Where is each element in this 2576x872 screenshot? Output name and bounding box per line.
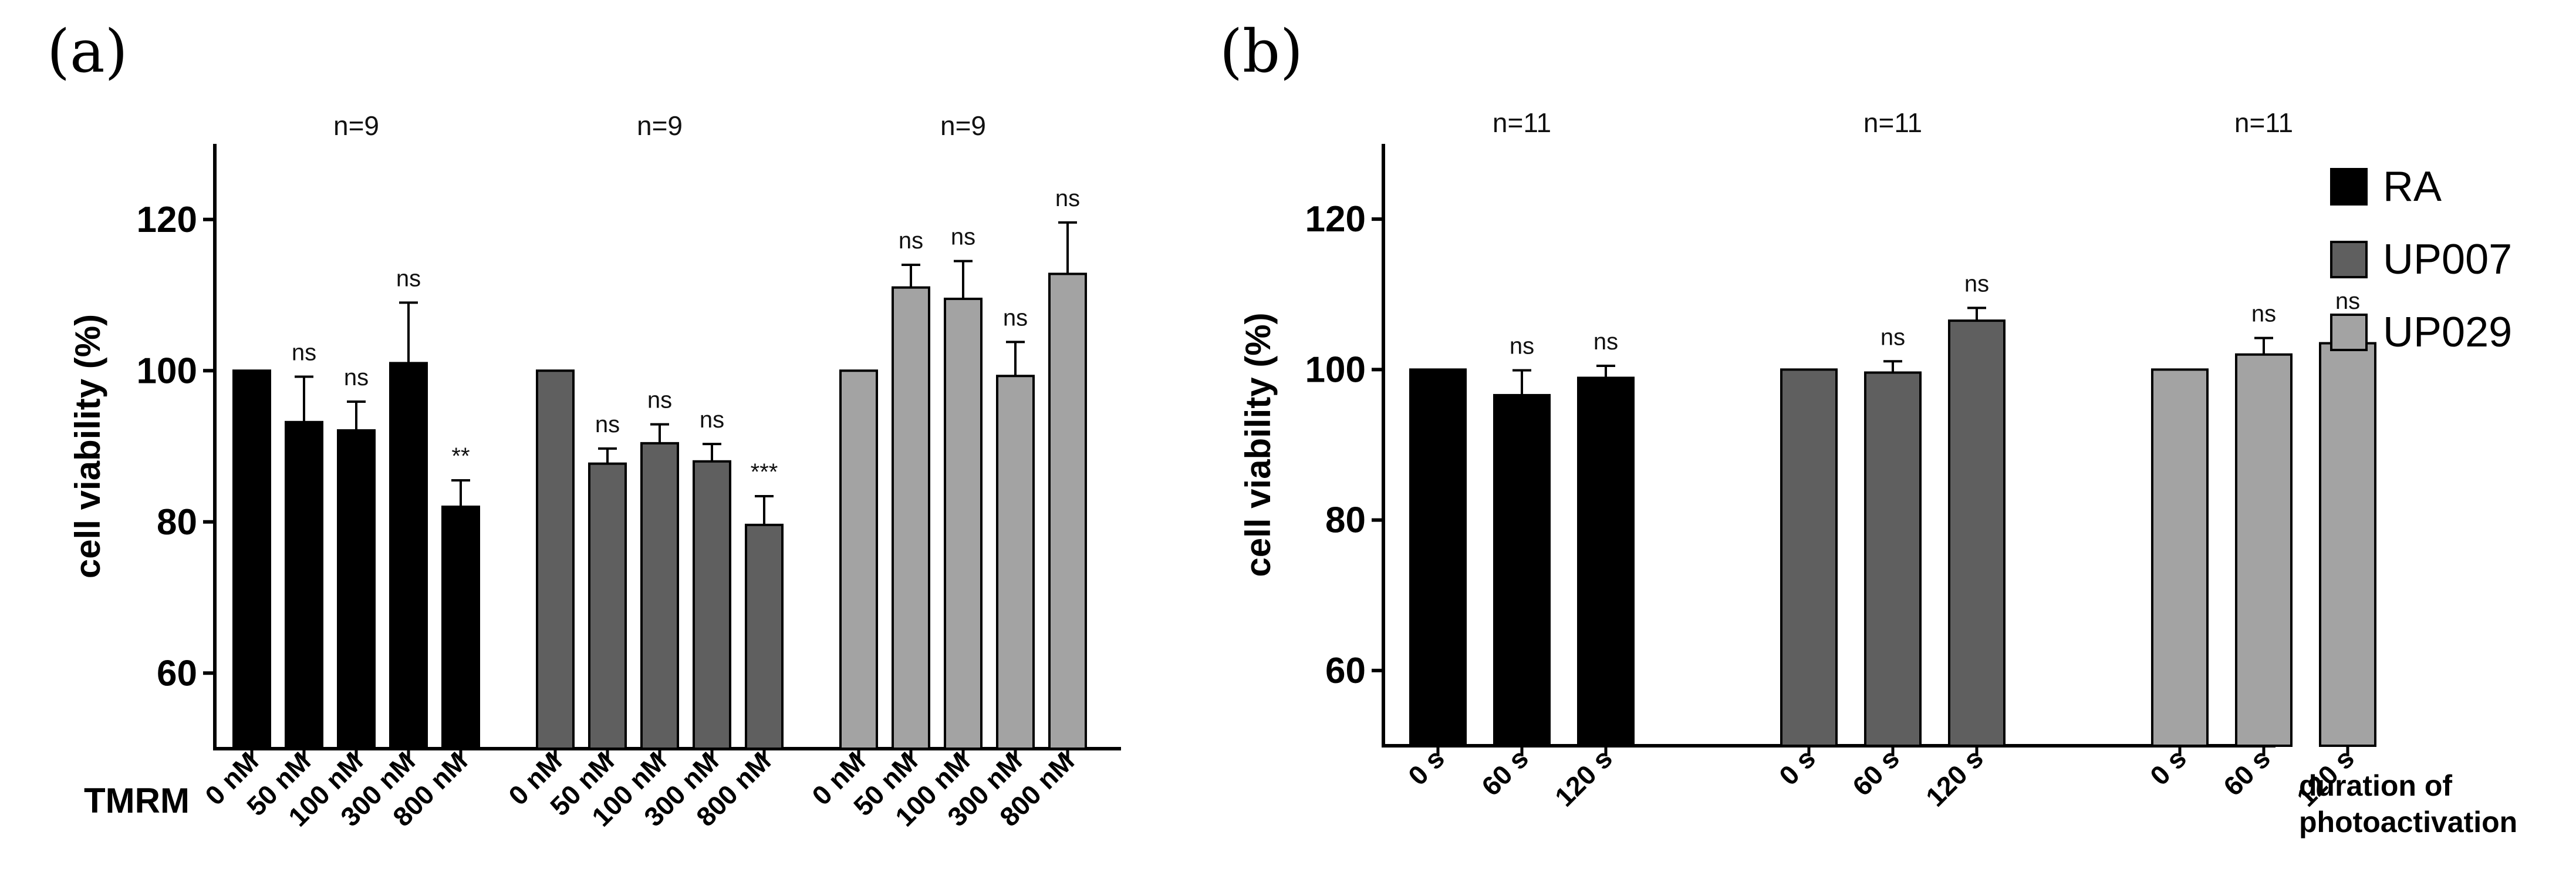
x-tick-label: 60 s <box>2217 743 2276 802</box>
y-axis-title: cell viability (%) <box>68 314 107 578</box>
bar <box>441 506 480 750</box>
bar <box>693 460 731 750</box>
y-tick-label: 60 <box>157 653 197 693</box>
sample-size-label: n=11 <box>1493 107 1551 138</box>
bar <box>839 369 878 750</box>
significance-label: ns <box>951 224 975 250</box>
y-tick-label: 60 <box>1325 651 1366 691</box>
x-tick-label: 120 s <box>1549 743 1618 812</box>
significance-label: ns <box>2335 288 2360 314</box>
x-axis-title-line: duration of <box>2299 769 2452 802</box>
x-tick-label: 60 s <box>1476 743 1534 802</box>
y-tick-label: 100 <box>137 351 197 391</box>
significance-label: ns <box>1964 271 1989 297</box>
x-axis-title: TMRM <box>84 781 190 820</box>
significance-label: ns <box>1880 324 1905 350</box>
sample-size-label: n=11 <box>1863 107 1922 138</box>
sample-size-label: n=9 <box>637 110 683 141</box>
significance-label: ns <box>647 388 672 413</box>
legend-swatch <box>2330 314 2368 351</box>
bar <box>1577 376 1635 747</box>
panel-b-label: (b) <box>1220 17 1303 86</box>
bar <box>389 362 428 750</box>
bar <box>536 369 575 750</box>
y-tick-label: 120 <box>1305 199 1366 240</box>
significance-label: *** <box>751 459 778 485</box>
significance-label: ns <box>1003 305 1028 331</box>
x-tick-label: 60 s <box>1846 743 1905 802</box>
significance-label: ns <box>700 407 724 433</box>
legend-swatch <box>2330 168 2368 206</box>
bar <box>996 375 1035 750</box>
x-axis-title-line: photoactivation <box>2299 806 2517 839</box>
significance-label: ns <box>292 340 316 366</box>
bar <box>232 369 271 750</box>
significance-label: ns <box>1510 334 1534 359</box>
bar <box>1864 371 1922 747</box>
y-axis-title: cell viability (%) <box>1238 312 1278 577</box>
legend-swatch <box>2330 241 2368 278</box>
y-tick-label: 80 <box>1325 500 1366 541</box>
bar <box>1048 272 1087 750</box>
panel-b: (b) 60 80 100 120 cell viability (%) 0 s ns 60 … <box>1220 17 2517 839</box>
legend: RA UP007 UP029 <box>2330 163 2512 356</box>
significance-label: ns <box>1593 329 1618 355</box>
bar <box>337 429 376 750</box>
x-tick-label: 0 s <box>1773 743 1821 791</box>
legend-label: UP029 <box>2383 309 2512 356</box>
bar <box>285 420 323 750</box>
legend-label: RA <box>2383 163 2442 210</box>
bar <box>588 462 627 750</box>
significance-label: ns <box>344 365 369 390</box>
panel-a-label: (a) <box>47 17 128 86</box>
y-tick-label: 80 <box>157 502 197 543</box>
bar <box>2235 353 2293 747</box>
significance-label: ns <box>1055 186 1080 211</box>
x-tick-label: 120 s <box>1920 743 1989 812</box>
sample-size-label: n=9 <box>333 110 379 141</box>
bar <box>640 442 679 750</box>
bar <box>1493 393 1551 747</box>
significance-label: ** <box>451 443 470 469</box>
bar <box>2319 342 2376 747</box>
bar <box>1948 319 2006 747</box>
y-tick-label: 100 <box>1305 349 1366 390</box>
significance-label: ns <box>396 265 421 291</box>
significance-label: ns <box>595 412 620 437</box>
x-tick-label: 0 s <box>1402 743 1450 791</box>
x-tick-label: 0 s <box>2144 743 2192 791</box>
legend-label: UP007 <box>2383 236 2512 283</box>
sample-size-label: n=11 <box>2234 107 2293 138</box>
bar <box>944 297 983 750</box>
bar <box>1409 368 1467 747</box>
significance-label: ns <box>899 228 923 254</box>
y-tick-label: 120 <box>137 200 197 240</box>
significance-label: ns <box>2251 301 2276 327</box>
bar <box>745 523 784 750</box>
bar <box>1780 368 1838 747</box>
bar <box>2151 368 2209 747</box>
sample-size-label: n=9 <box>940 110 986 141</box>
bar <box>892 286 930 750</box>
